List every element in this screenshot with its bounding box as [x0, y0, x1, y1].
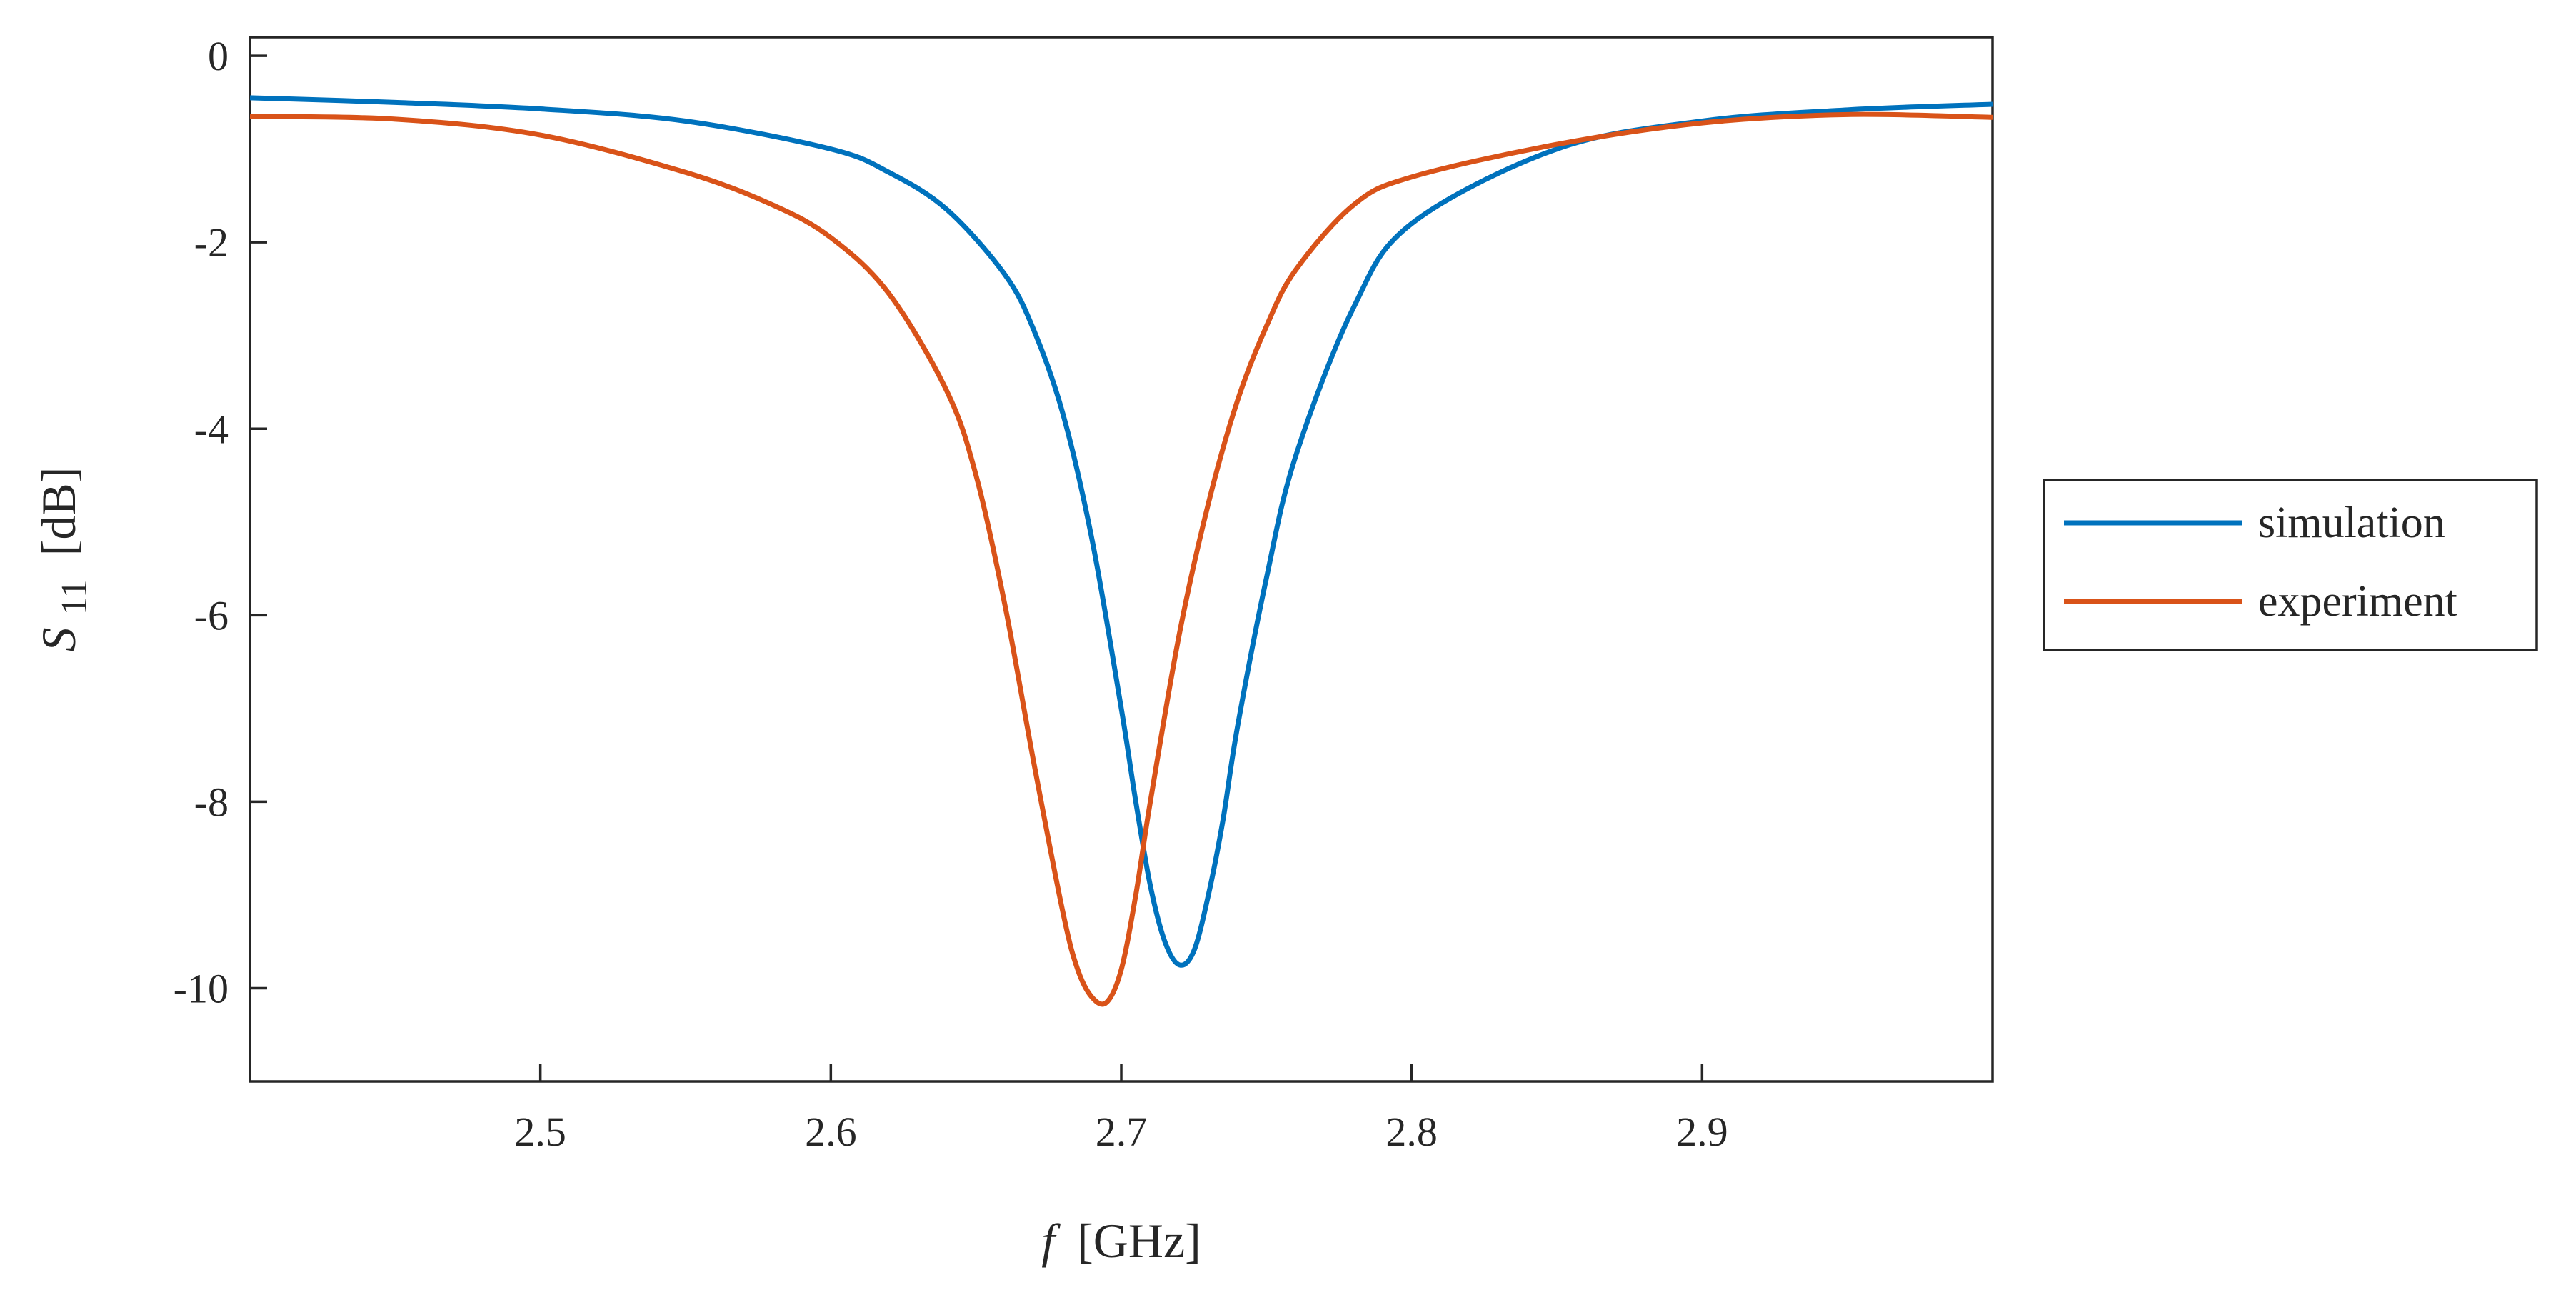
x-tick-label: 2.9 [1676, 1109, 1728, 1155]
x-tick-label: 2.8 [1385, 1109, 1438, 1155]
legend-box [2043, 479, 2538, 651]
x-axis-label-italic: f [1041, 1214, 1061, 1268]
y-tick-label: -6 [194, 592, 229, 639]
x-axis-ticks: 2.5 2.6 2.7 2.8 2.9 [514, 1064, 1728, 1155]
y-axis-label-subscript: 11 [54, 579, 95, 615]
legend-label-simulation: simulation [2258, 499, 2445, 547]
y-tick-label: -4 [194, 406, 229, 452]
y-axis-label-unit: [dB] [31, 467, 86, 556]
y-tick-label: 0 [208, 33, 229, 79]
x-tick-label: 2.7 [1096, 1109, 1148, 1155]
x-axis-label-unit: [GHz] [1077, 1214, 1201, 1268]
series-layer [249, 95, 1993, 1007]
y-axis-label-main: S [31, 627, 86, 651]
plot-area-frame [249, 36, 1994, 1083]
x-tick-label: 2.5 [514, 1109, 566, 1155]
x-tick-label: 2.6 [805, 1109, 857, 1155]
legend: simulation experiment [2043, 479, 2538, 651]
y-tick-label: -2 [194, 219, 229, 266]
x-axis-label: f [GHz] [1041, 1214, 1201, 1268]
legend-label-experiment: experiment [2258, 577, 2457, 626]
y-tick-label: -8 [194, 779, 229, 825]
y-tick-label: -10 [174, 965, 229, 1011]
y-axis-ticks: 0 -2 -4 -6 -8 -10 [174, 33, 267, 1011]
series-line-experiment [249, 111, 1993, 1007]
y-axis-label: S 11 [dB] [31, 467, 97, 652]
series-line-simulation [249, 95, 1993, 968]
